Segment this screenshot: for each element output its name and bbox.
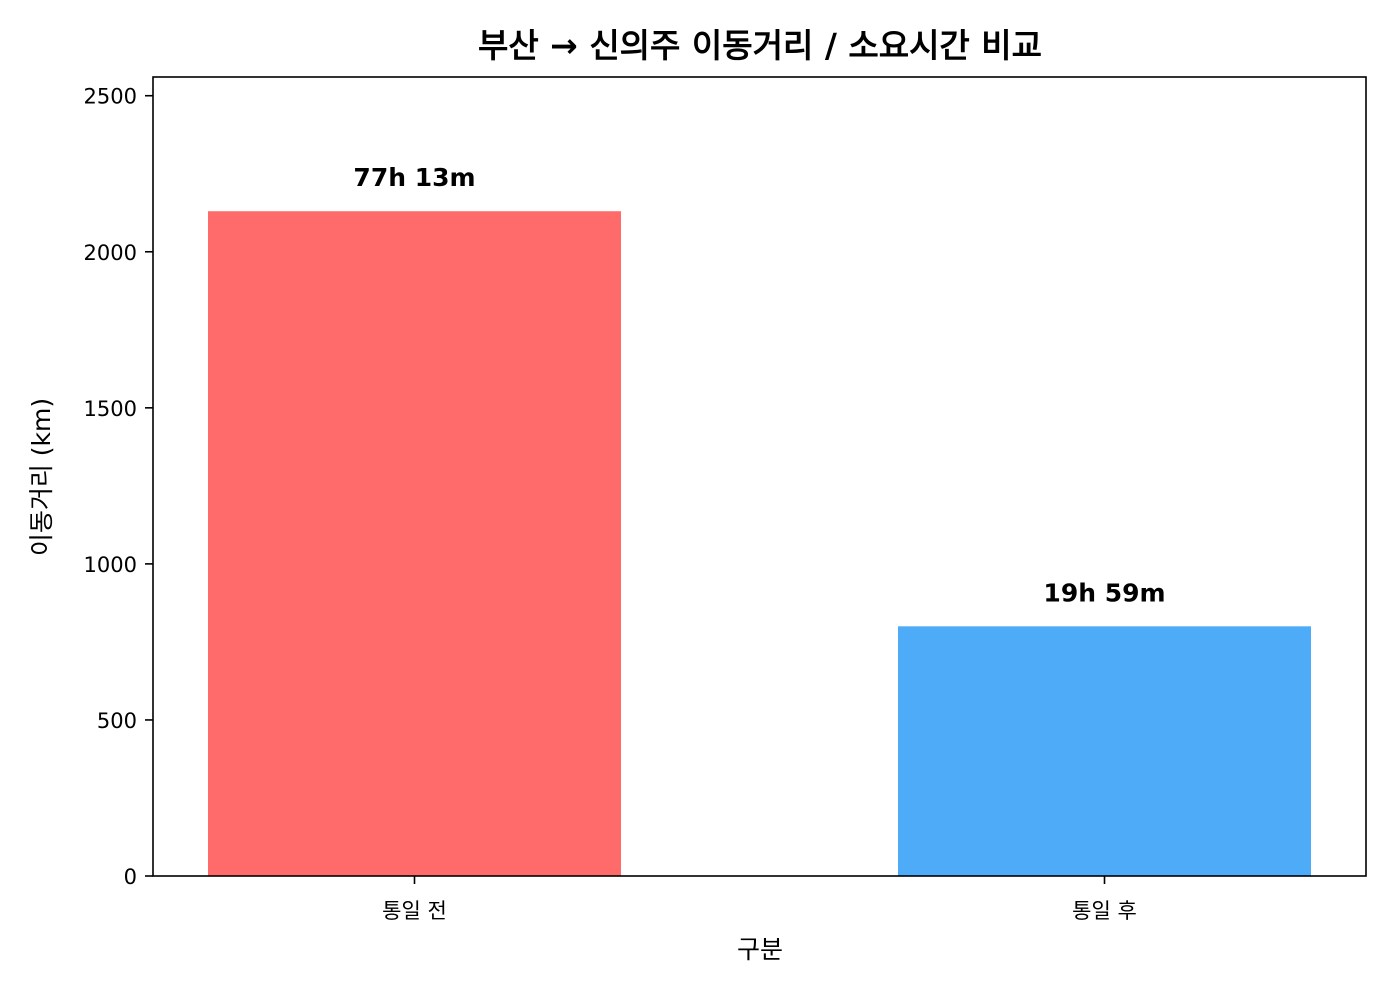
y-tick-label: 0 (124, 865, 137, 889)
data-labels: 77h 13m 19h 59m (353, 163, 1165, 607)
plot-area-frame (152, 76, 1367, 877)
bars-layer (208, 211, 1311, 876)
chart-title: 부산 → 신의주 이동거리 / 소요시간 비교 (478, 26, 1042, 65)
ticks-layer (145, 94, 1106, 884)
y-tick-label: 500 (97, 709, 137, 733)
x-axis-label: 구분 (737, 935, 783, 964)
y-tick-labels: 0 500 1000 1500 2000 2500 (84, 85, 137, 889)
bar-data-label: 19h 59m (1043, 578, 1165, 607)
y-tick-label: 1500 (84, 397, 137, 421)
y-tick-label: 2500 (84, 85, 137, 109)
x-tick-label: 통일 후 (1072, 899, 1137, 923)
x-tick-labels: 통일 전 통일 후 (382, 899, 1137, 923)
y-tick-label: 2000 (84, 241, 137, 265)
y-tick-label: 1000 (84, 553, 137, 577)
bar-data-label: 77h 13m (353, 163, 475, 192)
y-axis-label: 이동거리 (km) (27, 398, 56, 556)
bar (898, 626, 1311, 876)
bar (208, 211, 621, 876)
x-tick-label: 통일 전 (382, 899, 447, 923)
